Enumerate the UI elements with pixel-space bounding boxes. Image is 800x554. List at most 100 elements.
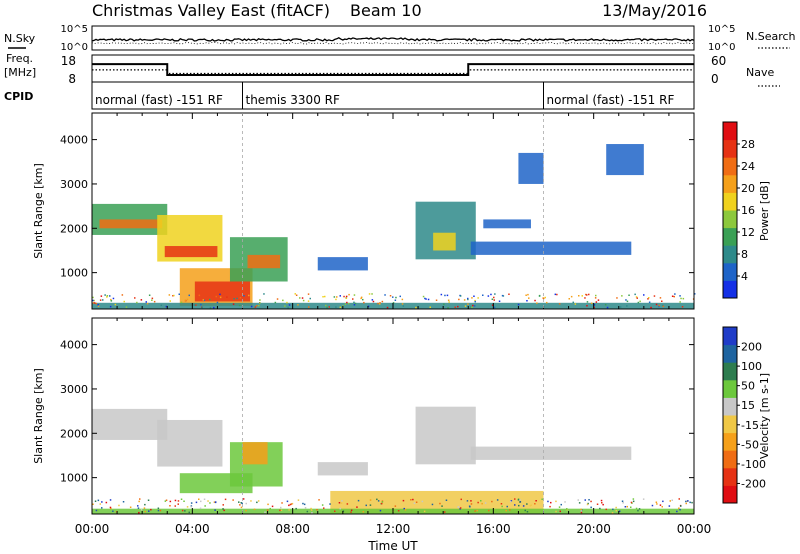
noise-speckle: [554, 293, 557, 296]
noise-speckle: [250, 500, 252, 502]
noise-speckle: [447, 307, 449, 309]
noise-speckle: [299, 297, 301, 299]
noise-speckle: [307, 300, 310, 302]
noise-speckle: [611, 512, 614, 514]
noise-speckle: [519, 501, 521, 503]
noise-speckle: [204, 505, 206, 507]
freq-trace: [92, 63, 694, 76]
scatter-region: [470, 446, 632, 460]
velocity-ylabel: Slant Range [km]: [32, 368, 45, 464]
noise-speckle: [311, 512, 313, 514]
noise-speckle: [412, 498, 414, 501]
noise-speckle: [401, 303, 404, 305]
x-tick-label: 00:00: [677, 522, 712, 536]
noise-speckle: [457, 506, 460, 508]
noise-speckle: [339, 306, 342, 309]
colorbar-swatch: [723, 485, 737, 504]
noise-speckle: [177, 503, 179, 505]
noise-speckle: [381, 500, 384, 502]
noise-speckle: [287, 306, 289, 309]
noise-speckle: [526, 511, 529, 513]
noise-speckle: [165, 499, 168, 501]
scatter-region: [157, 419, 223, 467]
colorbar-swatch: [723, 415, 737, 434]
noise-speckle: [599, 507, 601, 510]
noise-speckle: [199, 507, 202, 510]
scatter-region: [99, 219, 163, 229]
noise-speckle: [673, 295, 675, 298]
noise-speckle: [564, 501, 566, 503]
noise-speckle: [493, 299, 495, 301]
noise-speckle: [303, 503, 306, 506]
noise-speckle: [346, 503, 349, 505]
noise-speckle: [259, 302, 261, 304]
noise-speckle: [363, 301, 365, 304]
noise-speckle: [326, 306, 328, 309]
noise-speckle: [493, 306, 496, 309]
noise-speckle: [239, 297, 242, 299]
noise-speckle: [384, 294, 386, 296]
colorbar-tick-label: 20: [741, 182, 755, 195]
noise-speckle: [259, 299, 261, 301]
noise-speckle: [685, 500, 687, 503]
freq-tick-bottom: 8: [68, 72, 76, 86]
noise-speckle: [302, 299, 305, 302]
noise-speckle: [643, 294, 645, 296]
noise-speckle: [568, 298, 570, 300]
noise-speckle: [172, 295, 174, 297]
noise-speckle: [209, 298, 211, 301]
noise-speckle: [668, 505, 671, 507]
noise-speckle: [92, 296, 94, 299]
noise-speckle: [239, 504, 241, 506]
noise-speckle: [653, 295, 656, 297]
nave-label: Nave: [746, 66, 774, 79]
noise-speckle: [534, 503, 536, 505]
noise-speckle: [106, 296, 108, 298]
noise-speckle: [466, 500, 469, 502]
colorbar-swatch: [723, 450, 737, 469]
noise-speckle: [560, 503, 562, 506]
noise-speckle: [386, 306, 389, 309]
noise-speckle: [333, 296, 336, 298]
colorbar-tick-label: 28: [741, 138, 755, 151]
noise-speckle: [534, 299, 536, 302]
noise-speckle: [580, 508, 582, 511]
noise-speckle: [555, 510, 557, 513]
noise-speckle: [601, 502, 603, 504]
noise-speckle: [146, 302, 149, 305]
noise-speckle: [524, 509, 526, 512]
noise-speckle: [177, 500, 180, 502]
noise-speckle: [165, 305, 168, 308]
noise-speckle: [482, 294, 484, 296]
noise-speckle: [118, 504, 120, 507]
noise-speckle: [307, 293, 310, 295]
noise-speckle: [502, 295, 505, 297]
noise-speckle: [584, 499, 586, 501]
noise-speckle: [671, 295, 674, 297]
noise-speckle: [174, 499, 177, 502]
x-tick-label: 04:00: [175, 522, 210, 536]
noise-speckle: [242, 498, 245, 500]
noise-speckle: [188, 511, 190, 514]
cpid-segment-label: normal (fast) -151 RF: [95, 93, 223, 107]
noise-speckle: [535, 500, 537, 502]
noise-speckle: [353, 294, 356, 296]
noise-speckle: [517, 499, 520, 501]
noise-speckle: [446, 294, 449, 297]
noise-speckle: [662, 305, 665, 308]
colorbar-tick-label: 12: [741, 226, 755, 239]
y-tick-label: 2000: [60, 222, 88, 235]
colorbar-tick-label: -15: [741, 419, 759, 432]
noise-speckle: [500, 503, 503, 505]
scatter-region: [518, 152, 544, 184]
y-tick-label: 4000: [60, 134, 88, 147]
noise-speckle: [459, 507, 462, 509]
noise-speckle: [209, 306, 212, 309]
noise-speckle: [628, 294, 630, 296]
noise-speckle: [427, 298, 430, 301]
noise-speckle: [321, 504, 324, 506]
noise-speckle: [310, 507, 312, 510]
noise-speckle: [621, 500, 624, 502]
scatter-region: [317, 462, 368, 476]
